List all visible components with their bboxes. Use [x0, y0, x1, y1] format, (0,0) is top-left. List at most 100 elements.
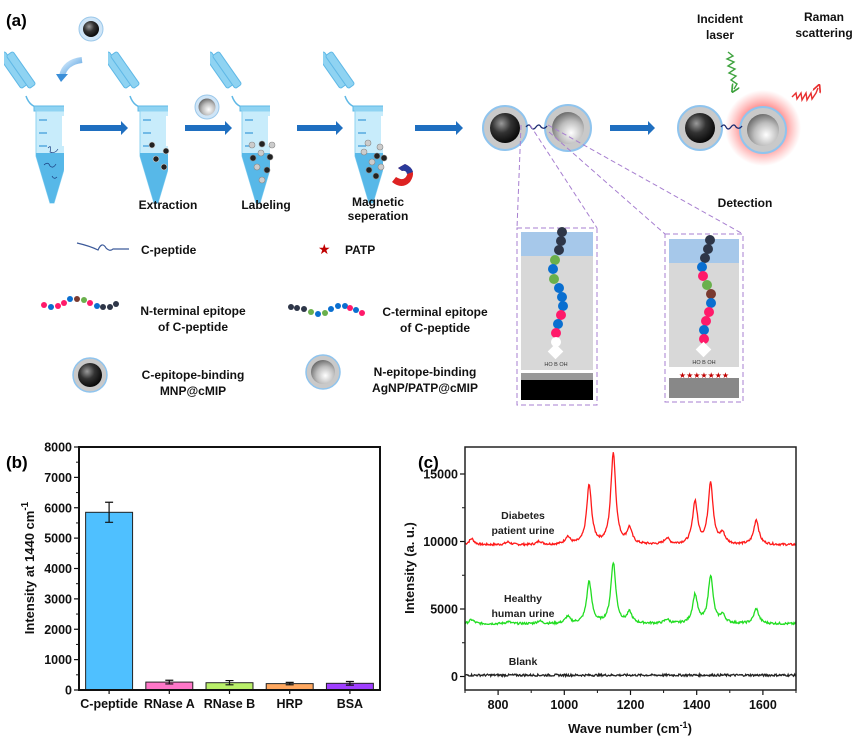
arrow-icon [297, 121, 343, 135]
step-detection: Detection [718, 196, 773, 210]
mnp-cmip-icon [72, 357, 108, 393]
y-tick-label: 4000 [44, 562, 72, 576]
y-tick-label: 6000 [44, 501, 72, 515]
incident-label-1: Incident [697, 12, 743, 26]
spectra-y-axis-label: Intensity (a. u.) [402, 522, 417, 614]
x-tick-label: RNase B [204, 697, 255, 711]
x-tick-label: HRP [276, 697, 302, 711]
x-tick-label: C-peptide [80, 697, 138, 711]
arrow-icon [80, 121, 128, 135]
error-bar [285, 681, 294, 686]
process-arrows [80, 121, 655, 135]
spectra-x-axis-label: Wave number (cm-1) [568, 720, 692, 736]
x-tick-label: RNase A [144, 697, 195, 711]
panel-b-label: (b) [6, 453, 28, 472]
agnp-particle-labeling [194, 94, 220, 120]
tube-magnetic [323, 50, 414, 204]
arrow-icon [185, 121, 232, 135]
y-tick-label: 3000 [44, 592, 72, 606]
panel-c: (c) Diabetes patient urine Healthy human ur… [402, 446, 797, 736]
raman-scattering-wave [791, 88, 818, 103]
spectrum-blank [464, 671, 797, 679]
error-bar [165, 679, 174, 685]
plot-frame [464, 446, 797, 691]
y-tick-label: 8000 [44, 441, 72, 455]
legend-mnp-2: MNP@cMIP [160, 384, 226, 398]
panel-b: (b) C-peptide RNase A RNase B HRP BSA 0 1000 20… [6, 441, 381, 711]
panel-c-label: (c) [418, 453, 439, 472]
inset-mnp-surface: HO B OH [521, 227, 593, 400]
star-icon: ★ [318, 241, 331, 257]
arrow-icon [415, 121, 463, 135]
spectrum-diabetes-patient-urine [464, 452, 797, 547]
error-bar [345, 680, 354, 686]
y-tick-label: 0 [65, 684, 72, 698]
y-tick-label: 5000 [430, 603, 458, 617]
error-bar [225, 679, 234, 686]
error-bar [105, 501, 114, 523]
spectra-chart: Diabetes patient urine Healthy human urine B… [423, 446, 797, 712]
sandwich-complex [482, 104, 592, 152]
step-extraction: Extraction [139, 198, 198, 212]
y-tick-label: 0 [451, 670, 458, 684]
legend-agnp-1: N-epitope-binding [374, 365, 477, 379]
y-tick-label: 15000 [423, 468, 458, 482]
n-terminal-epitope-icon [41, 296, 119, 310]
epitope-chain [547, 227, 568, 360]
agnp-cmip-icon [305, 354, 341, 390]
bar-c-peptide [85, 511, 134, 691]
mnp-particle-top [78, 16, 104, 42]
tube-sample [4, 50, 64, 204]
y-tick-label: 2000 [44, 623, 72, 637]
boronic-acid-label: HO B OH [692, 360, 715, 366]
c-peptide-icon [76, 242, 129, 251]
x-tick-label: 800 [488, 698, 509, 712]
incident-laser-wave [725, 51, 737, 89]
x-tick-label: 1000 [550, 698, 578, 712]
legend-patp: PATP [345, 243, 375, 257]
legend-mnp-1: C-epitope-binding [142, 368, 245, 382]
zoom-lines [516, 124, 744, 406]
series-label: Diabetes [501, 510, 545, 522]
y-tick-label: 1000 [44, 653, 72, 667]
x-tick-label: 1600 [749, 698, 777, 712]
plot-frame [78, 446, 381, 691]
tube-labeling [210, 50, 276, 204]
y-tick-label: 7000 [44, 471, 72, 485]
series-label: human urine [491, 608, 554, 620]
bar-chart: C-peptide RNase A RNase B HRP BSA 0 1000 2000 30… [44, 441, 381, 711]
c-terminal-epitope-icon [288, 303, 365, 317]
legend-agnp-2: AgNP/PATP@cMIP [372, 381, 478, 395]
patp-stars-icon: ★★★★★★★ [679, 371, 729, 380]
legend: C-peptide ★ PATP N-terminal epitope of C… [41, 241, 488, 398]
step-seperation: seperation [348, 209, 409, 223]
raman-label-1: Raman [804, 10, 844, 24]
boronic-acid-label: HO B OH [544, 362, 567, 368]
c-peptide-strand [525, 124, 548, 130]
legend-c-terminal-1: C-terminal epitope [382, 305, 488, 319]
raman-label-2: scattering [795, 26, 852, 40]
panel-a: (a) Extract [4, 10, 853, 406]
detection-complex [677, 51, 818, 166]
curved-arrow-icon [59, 57, 83, 77]
incident-label-2: laser [706, 28, 734, 42]
inset-agnp-surface: HO B OH ★★★★★★★ [669, 235, 739, 398]
step-labeling: Labeling [241, 198, 290, 212]
y-tick-label: 10000 [423, 535, 458, 549]
tube-extraction [108, 50, 170, 204]
legend-n-terminal-1: N-terminal epitope [140, 304, 246, 318]
x-tick-label: BSA [337, 697, 363, 711]
legend-n-terminal-2: of C-peptide [158, 320, 228, 334]
step-magnetic: Magnetic [352, 195, 404, 209]
series-label: Blank [509, 656, 538, 668]
arrow-icon [610, 121, 655, 135]
legend-c-terminal-2: of C-peptide [400, 321, 470, 335]
spectrum-healthy-human-urine [464, 561, 797, 626]
epitope-chain [695, 235, 716, 358]
x-tick-label: 1200 [617, 698, 645, 712]
y-tick-label: 5000 [44, 532, 72, 546]
series-label: patient urine [491, 525, 554, 537]
panel-a-label: (a) [6, 11, 27, 30]
legend-c-peptide: C-peptide [141, 243, 197, 257]
